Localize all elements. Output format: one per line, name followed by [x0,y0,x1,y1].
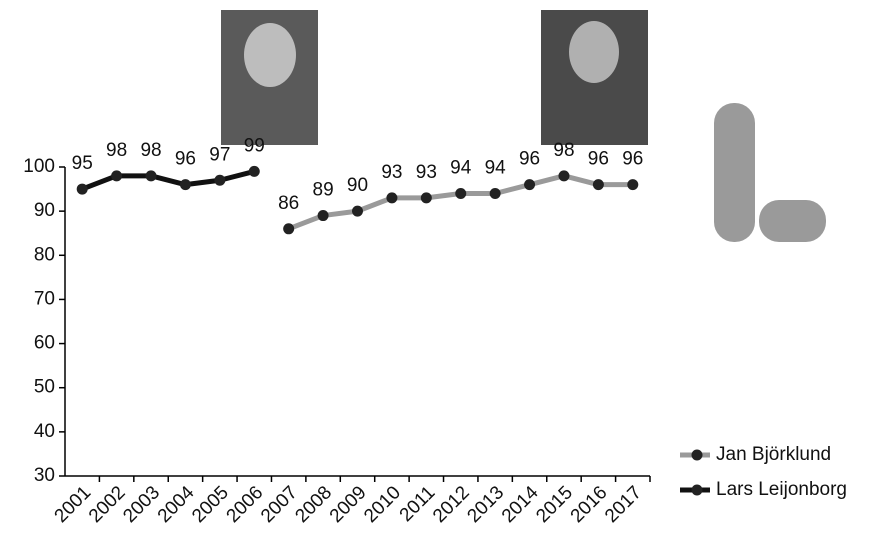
data-label: 95 [72,153,93,174]
legend-label: Lars Leijonborg [716,479,847,500]
x-tick-label: 2014 [498,482,543,527]
y-tick-label: 100 [23,156,55,177]
data-label: 96 [519,149,540,170]
marker [179,179,191,191]
y-tick-label: 40 [34,421,55,442]
marker [386,192,398,204]
marker [489,187,501,199]
photo-face [569,21,619,83]
x-tick-label: 2016 [567,482,612,527]
y-tick-label: 90 [34,200,55,221]
x-tick-label: 2012 [429,482,474,527]
photo-face [244,23,296,87]
data-label: 90 [347,175,368,196]
marker [214,174,226,186]
marker [317,210,329,222]
marker [352,205,363,217]
marker [111,170,123,182]
series-line [287,173,633,232]
data-label: 94 [450,158,472,179]
data-label: 96 [588,149,609,170]
x-tick-label: 2009 [326,482,371,527]
logo-part [759,200,826,242]
data-label: 99 [244,135,265,156]
x-tick-label: 2008 [291,482,336,527]
y-tick-label: 80 [34,244,55,265]
x-tick-label: 2001 [51,482,96,527]
marker [455,187,467,199]
x-tick-label: 2017 [601,482,646,527]
x-tick-label: 2015 [532,482,577,527]
marker [248,165,260,177]
x-tick-label: 2011 [396,482,440,526]
marker [627,179,639,191]
x-tick-label: 2002 [85,482,130,527]
x-tick-label: 2004 [154,482,199,527]
data-label: 97 [209,144,230,165]
x-tick-label: 2013 [463,482,508,527]
data-label: 89 [313,180,334,201]
data-label: 93 [416,162,437,183]
x-tick-label: 2005 [188,482,233,527]
data-label: 86 [278,193,299,214]
data-label: 93 [381,162,402,183]
data-label: 96 [175,149,196,170]
marker [558,170,570,182]
data-label: 98 [106,140,127,161]
marker [76,183,88,195]
marker [283,223,295,235]
marker [420,192,432,204]
y-tick-label: 70 [34,288,55,309]
x-tick-label: 2010 [360,482,405,527]
series-line [81,168,255,192]
marker [145,170,157,182]
data-label: 98 [140,140,161,161]
y-tick-label: 50 [34,377,55,398]
data-label: 96 [622,149,643,170]
marker [592,179,604,191]
legend-marker [691,484,703,496]
x-tick-label: 2003 [119,482,164,527]
y-tick-label: 30 [34,465,55,486]
x-tick-label: 2007 [257,482,302,527]
legend-marker [691,449,703,461]
legend-label: Jan Björklund [716,444,831,465]
y-tick-label: 60 [34,333,55,354]
x-tick-label: 2006 [223,482,268,527]
data-label: 98 [553,140,574,161]
marker [524,179,536,191]
data-label: 94 [485,158,507,179]
logo-part [714,103,755,242]
